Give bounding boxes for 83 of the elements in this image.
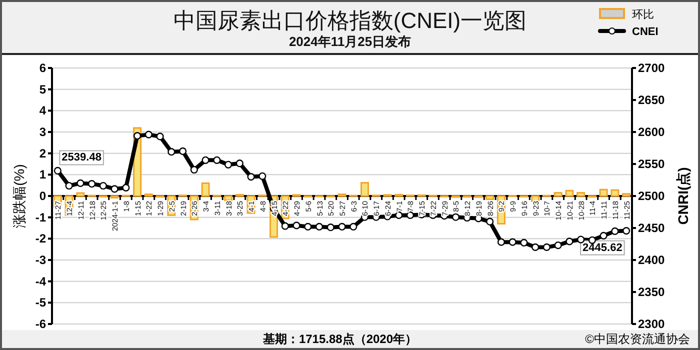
bar — [486, 195, 494, 200]
point — [213, 156, 221, 164]
y-tick-label: -5 — [35, 296, 46, 310]
y2-tick-label: 2700 — [638, 61, 666, 75]
y-tick-label: 1 — [39, 168, 46, 182]
y2-tick-label: 2650 — [638, 93, 666, 107]
point — [486, 218, 494, 226]
point — [292, 222, 300, 230]
y-tick-label: -2 — [35, 232, 46, 246]
point — [452, 213, 460, 221]
point — [156, 132, 164, 140]
y-tick-label: 0 — [39, 189, 46, 203]
point — [566, 238, 574, 246]
point — [99, 182, 107, 190]
text: 基期：1715.88点（2020年） — [262, 332, 418, 346]
point — [622, 227, 630, 235]
point — [577, 236, 585, 244]
y-tick-label: -3 — [35, 253, 46, 267]
y2-axis-title: CNRI(点) — [675, 167, 691, 225]
y2-tick-label: 2550 — [638, 157, 666, 171]
bar — [360, 182, 369, 197]
bar — [565, 190, 574, 197]
bar — [610, 189, 620, 197]
y2-tick-label: 2400 — [638, 253, 666, 267]
point — [122, 184, 130, 192]
point — [600, 232, 608, 240]
y2-tick-label: 2450 — [638, 221, 666, 235]
point — [315, 222, 324, 231]
point — [202, 156, 210, 164]
point — [281, 222, 289, 230]
point — [168, 148, 176, 156]
y-tick-label: 2 — [39, 146, 46, 160]
point — [350, 222, 358, 231]
point — [304, 222, 312, 231]
point — [110, 185, 118, 193]
point — [406, 211, 414, 219]
bar — [576, 192, 586, 197]
point — [224, 160, 232, 168]
point — [611, 227, 619, 235]
data-label: 2445.62 — [582, 242, 622, 254]
point — [65, 182, 73, 190]
point — [247, 173, 255, 181]
y-axis-title: 涨跌幅(%) — [11, 164, 27, 228]
text: ©中国农资流通协会 — [585, 332, 690, 346]
point — [133, 132, 142, 140]
y-tick-label: -4 — [35, 274, 46, 288]
point — [520, 238, 528, 247]
bar — [554, 192, 562, 197]
point — [54, 166, 62, 175]
point — [144, 130, 152, 138]
point — [497, 238, 506, 246]
y2-tick-label: 2500 — [638, 189, 666, 203]
point — [326, 224, 334, 232]
point — [508, 238, 516, 246]
chart-subtitle: 2024年11月25日发布 — [288, 34, 412, 49]
point — [76, 179, 84, 187]
y-tick-label: -1 — [35, 210, 46, 224]
point — [258, 172, 266, 180]
y-tick-label: 4 — [39, 104, 46, 118]
y-tick-label: -6 — [35, 317, 46, 331]
y-tick-label: 5 — [39, 82, 46, 96]
bar — [599, 188, 608, 197]
point — [236, 160, 244, 168]
bar — [76, 192, 85, 197]
y-tick-label: 6 — [39, 61, 46, 75]
y2-tick-label: 2600 — [638, 125, 666, 139]
point — [542, 243, 551, 251]
point — [395, 211, 403, 219]
bar — [622, 193, 631, 197]
point — [178, 147, 187, 155]
data-label: 2539.48 — [62, 152, 102, 164]
point — [338, 222, 346, 231]
legend-label: CNEI — [632, 26, 658, 38]
point — [532, 243, 540, 251]
point — [554, 241, 562, 250]
point — [190, 166, 198, 174]
y2-tick-label: 2350 — [638, 285, 666, 299]
y2-tick-label: 2300 — [638, 317, 666, 331]
point — [88, 180, 96, 188]
chart-title: 中国尿素出口价格指数(CNEI)一览图 — [173, 8, 527, 33]
y-tick-label: 3 — [39, 125, 46, 139]
bar — [201, 182, 210, 197]
legend-环比: 环比 — [599, 8, 654, 21]
